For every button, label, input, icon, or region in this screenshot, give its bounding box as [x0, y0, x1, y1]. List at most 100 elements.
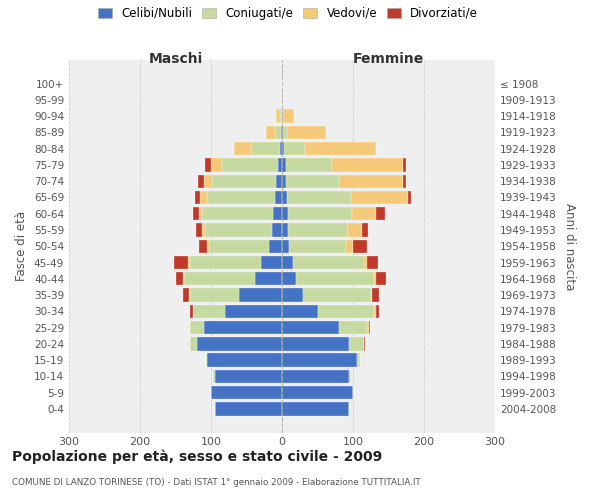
- Bar: [287, 207, 352, 220]
- Bar: [282, 240, 289, 253]
- Bar: [190, 337, 197, 350]
- Bar: [184, 288, 189, 302]
- Bar: [348, 224, 362, 236]
- Text: Maschi: Maschi: [148, 52, 203, 66]
- Bar: [211, 158, 221, 172]
- Bar: [364, 256, 367, 269]
- Bar: [274, 207, 282, 220]
- Bar: [293, 256, 364, 269]
- Bar: [193, 304, 225, 318]
- Bar: [266, 126, 275, 139]
- Bar: [282, 354, 356, 367]
- Bar: [349, 337, 364, 350]
- Bar: [190, 288, 239, 302]
- Bar: [407, 191, 411, 204]
- Bar: [175, 272, 182, 285]
- Bar: [282, 256, 293, 269]
- Bar: [282, 304, 317, 318]
- Bar: [202, 207, 274, 220]
- Bar: [200, 191, 208, 204]
- Bar: [346, 240, 353, 253]
- Bar: [356, 354, 360, 367]
- Bar: [198, 174, 204, 188]
- Bar: [286, 158, 332, 172]
- Bar: [190, 256, 260, 269]
- Y-axis label: Fasce di età: Fasce di età: [16, 211, 28, 282]
- Y-axis label: Anni di nascita: Anni di nascita: [563, 202, 576, 290]
- Bar: [196, 224, 202, 236]
- Bar: [305, 142, 376, 156]
- Bar: [225, 304, 282, 318]
- Bar: [282, 174, 286, 188]
- Bar: [260, 256, 282, 269]
- Bar: [208, 354, 282, 367]
- Bar: [282, 110, 283, 123]
- Bar: [197, 337, 282, 350]
- Bar: [282, 126, 283, 139]
- Bar: [211, 386, 282, 400]
- Bar: [275, 126, 281, 139]
- Bar: [332, 158, 403, 172]
- Bar: [283, 126, 287, 139]
- Bar: [202, 224, 205, 236]
- Bar: [182, 272, 184, 285]
- Bar: [289, 240, 346, 253]
- Bar: [212, 174, 277, 188]
- Bar: [281, 126, 282, 139]
- Bar: [205, 158, 211, 172]
- Bar: [376, 207, 385, 220]
- Bar: [213, 370, 215, 383]
- Bar: [215, 402, 282, 415]
- Bar: [339, 321, 367, 334]
- Bar: [287, 126, 326, 139]
- Bar: [287, 224, 348, 236]
- Bar: [215, 370, 282, 383]
- Bar: [278, 158, 282, 172]
- Bar: [368, 321, 370, 334]
- Bar: [209, 240, 269, 253]
- Text: Popolazione per età, sesso e stato civile - 2009: Popolazione per età, sesso e stato civil…: [12, 450, 382, 464]
- Legend: Celibi/Nubili, Coniugati/e, Vedovi/e, Divorziati/e: Celibi/Nubili, Coniugati/e, Vedovi/e, Di…: [94, 4, 482, 24]
- Bar: [190, 304, 193, 318]
- Bar: [282, 272, 296, 285]
- Bar: [205, 224, 272, 236]
- Bar: [255, 272, 282, 285]
- Bar: [374, 272, 376, 285]
- Bar: [282, 386, 353, 400]
- Bar: [190, 321, 204, 334]
- Bar: [367, 321, 368, 334]
- Bar: [272, 224, 282, 236]
- Bar: [277, 174, 282, 188]
- Bar: [239, 288, 282, 302]
- Bar: [282, 224, 287, 236]
- Bar: [304, 288, 371, 302]
- Bar: [199, 207, 202, 220]
- Bar: [376, 304, 379, 318]
- Bar: [174, 256, 188, 269]
- Bar: [234, 142, 251, 156]
- Bar: [269, 240, 282, 253]
- Bar: [364, 337, 365, 350]
- Text: Femmine: Femmine: [353, 52, 424, 66]
- Bar: [194, 191, 200, 204]
- Bar: [282, 207, 287, 220]
- Bar: [189, 288, 190, 302]
- Bar: [193, 207, 199, 220]
- Bar: [372, 288, 379, 302]
- Bar: [374, 304, 376, 318]
- Bar: [317, 304, 374, 318]
- Bar: [280, 142, 282, 156]
- Bar: [282, 191, 287, 204]
- Bar: [275, 191, 282, 204]
- Bar: [282, 288, 304, 302]
- Bar: [403, 174, 406, 188]
- Bar: [284, 142, 305, 156]
- Bar: [221, 158, 278, 172]
- Bar: [282, 370, 349, 383]
- Bar: [362, 224, 368, 236]
- Bar: [188, 256, 190, 269]
- Bar: [296, 272, 374, 285]
- Bar: [184, 272, 255, 285]
- Bar: [351, 191, 407, 204]
- Bar: [371, 288, 372, 302]
